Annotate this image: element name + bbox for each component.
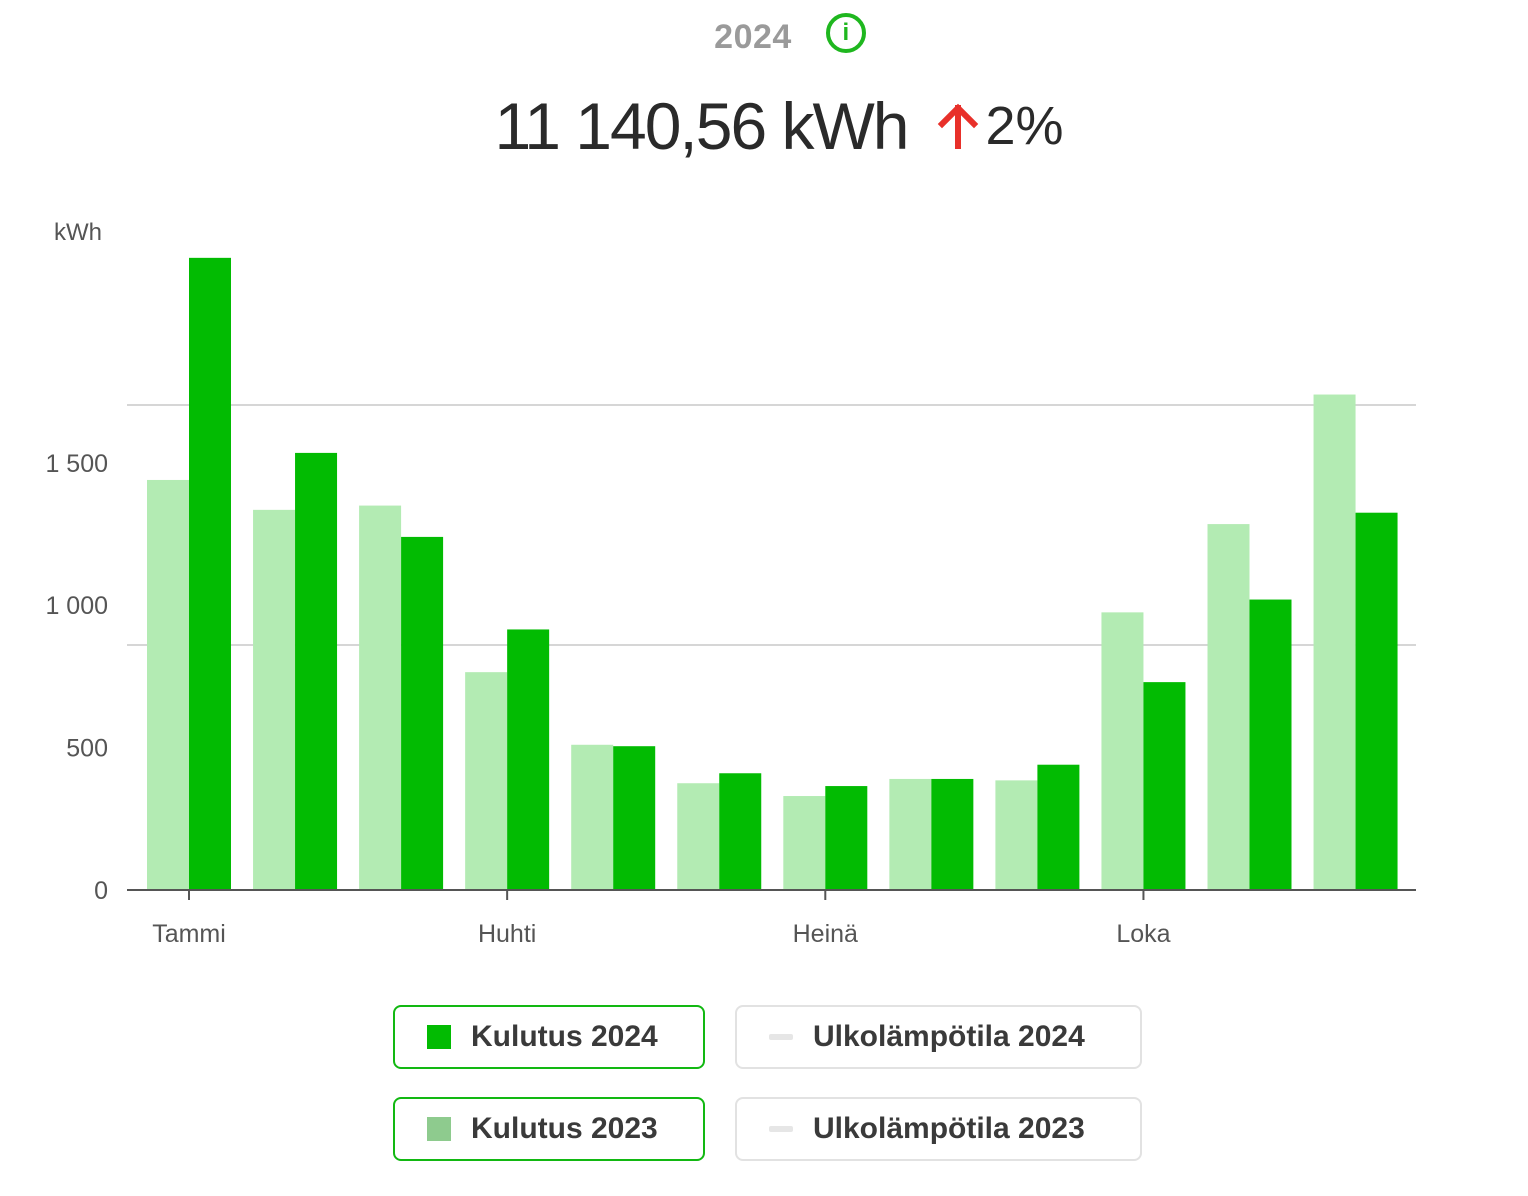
bar-kulutus-2023 xyxy=(1207,524,1250,890)
change-percent: 2% xyxy=(985,96,1064,156)
bar-kulutus-2023 xyxy=(359,505,402,890)
bar-kulutus-2024 xyxy=(507,629,550,890)
x-tick-label: Loka xyxy=(1116,920,1170,948)
legend-label: Kulutus 2023 xyxy=(471,1112,658,1145)
total-value: 11 140,56 kWh xyxy=(494,89,909,163)
arrow-up-icon xyxy=(937,103,978,149)
total-consumption: 11 140,56 kWh 2% xyxy=(0,88,1528,164)
bar-kulutus-2023 xyxy=(1101,612,1144,890)
bar-kulutus-2024 xyxy=(1249,599,1292,890)
bar-kulutus-2024 xyxy=(1143,682,1186,890)
bar-kulutus-2023 xyxy=(677,783,720,890)
legend-ulkolampotila-2023[interactable]: Ulkolämpötila 2023 xyxy=(735,1097,1142,1161)
bar-kulutus-2024 xyxy=(613,746,656,890)
consumption-chart: kWh 0 500 1 000 1 500 Tammi Huhti Heinä Loka xyxy=(45,219,1416,948)
x-tick-label: Huhti xyxy=(478,920,536,948)
bar-kulutus-2024 xyxy=(931,778,974,890)
year-header: 2024 i xyxy=(0,12,1528,57)
year-label: 2024 xyxy=(714,18,792,56)
bar-kulutus-2023 xyxy=(465,672,508,890)
bar-kulutus-2023 xyxy=(889,778,932,890)
x-tick-label: Heinä xyxy=(793,920,858,948)
bar-kulutus-2024 xyxy=(719,773,762,890)
legend-dash-2023 xyxy=(769,1126,793,1132)
legend-kulutus-2024[interactable]: Kulutus 2024 xyxy=(393,1005,705,1069)
legend-dash-2024 xyxy=(769,1034,793,1040)
bar-kulutus-2024 xyxy=(401,536,444,890)
bar-kulutus-2024 xyxy=(1355,512,1398,890)
legend-kulutus-2023[interactable]: Kulutus 2023 xyxy=(393,1097,705,1161)
y-tick-label: 500 xyxy=(66,735,108,763)
y-tick-label: 1 000 xyxy=(45,592,108,620)
bar-kulutus-2023 xyxy=(147,479,189,890)
bar-kulutus-2023 xyxy=(783,796,826,890)
bar-kulutus-2023 xyxy=(995,780,1038,890)
bar-kulutus-2024 xyxy=(295,452,338,890)
change-indicator: 2% xyxy=(934,95,1064,157)
y-tick-label: 1 500 xyxy=(45,450,108,478)
info-circle-icon[interactable]: i xyxy=(825,12,866,53)
bar-kulutus-2023 xyxy=(1313,394,1356,890)
legend-ulkolampotila-2024[interactable]: Ulkolämpötila 2024 xyxy=(735,1005,1142,1069)
legend-swatch-2023 xyxy=(427,1117,451,1141)
bar-kulutus-2024 xyxy=(825,786,868,890)
legend-label: Ulkolämpötila 2024 xyxy=(813,1020,1085,1053)
bar-kulutus-2024 xyxy=(189,257,231,890)
y-axis-label: kWh xyxy=(54,219,102,246)
y-tick-label: 0 xyxy=(94,877,108,905)
legend-label: Ulkolämpötila 2023 xyxy=(813,1112,1085,1145)
bar-kulutus-2023 xyxy=(253,509,296,890)
legend-label: Kulutus 2024 xyxy=(471,1020,658,1053)
legend-swatch-2024 xyxy=(427,1025,451,1049)
bar-kulutus-2024 xyxy=(1037,764,1080,890)
x-tick-label: Tammi xyxy=(152,920,226,948)
bar-kulutus-2023 xyxy=(571,744,614,890)
